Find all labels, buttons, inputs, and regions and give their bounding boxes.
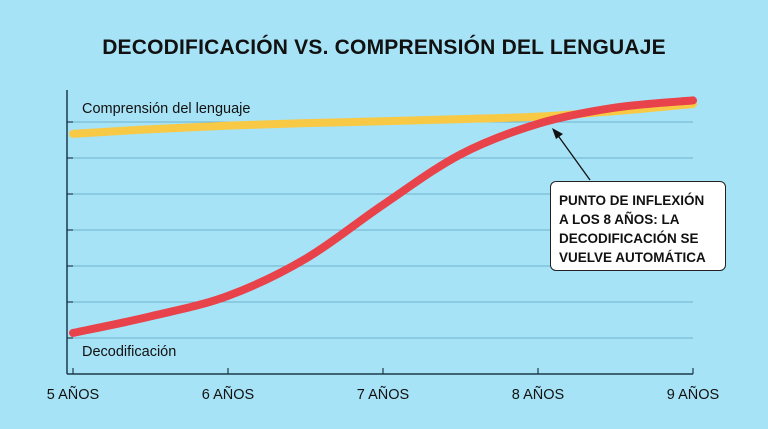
x-tick-label: 6 AÑOS (202, 386, 254, 403)
series-label-comprension: Comprensión del lenguaje (82, 101, 250, 117)
annotation-callout: PUNTO DE INFLEXIÓN A LOS 8 AÑOS: LA DECO… (550, 181, 726, 271)
x-tick-label: 7 AÑOS (357, 386, 409, 403)
x-tick-label: 8 AÑOS (512, 386, 564, 403)
arrow-head-icon (552, 128, 563, 139)
annotation-line: VUELVE AUTOMÁTICA (559, 250, 706, 265)
annotation-line: DECODIFICACIÓN SE (559, 231, 699, 246)
annotation-arrow (553, 129, 591, 181)
annotation-line: PUNTO DE INFLEXIÓN (559, 193, 705, 208)
x-tick-label: 9 AÑOS (667, 386, 719, 403)
series-line-decodificacion (69, 96, 697, 337)
chart-title: DECODIFICACIÓN VS. COMPRENSIÓN DEL LENGU… (102, 36, 666, 59)
series-label-decodificacion: Decodificación (82, 344, 176, 360)
annotation-line: A LOS 8 AÑOS: LA (559, 212, 680, 227)
x-tick-label: 5 AÑOS (47, 386, 99, 403)
